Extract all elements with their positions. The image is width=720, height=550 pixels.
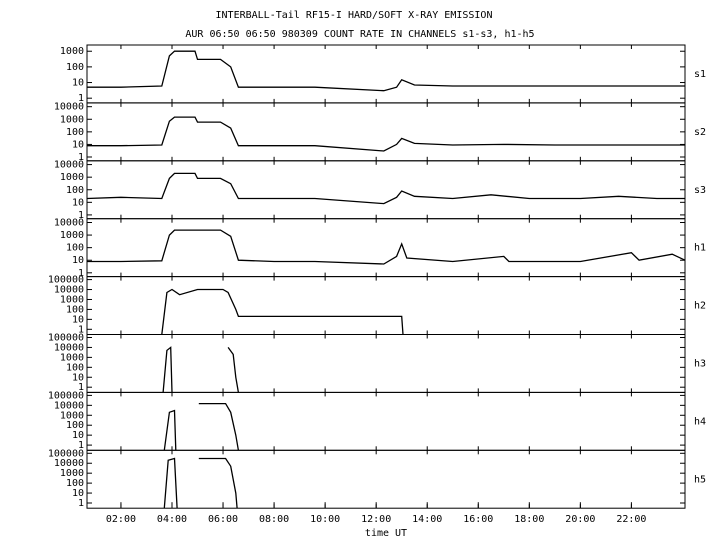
y-tick-label: 10 bbox=[72, 197, 84, 208]
y-tick-label: 100 bbox=[66, 362, 84, 373]
x-tick-label: 06:00 bbox=[208, 514, 238, 525]
series-line bbox=[161, 288, 404, 335]
plot-frame bbox=[86, 44, 686, 104]
y-tick-label: 1000 bbox=[60, 294, 84, 305]
y-tick-label: 100 bbox=[66, 127, 84, 138]
y-tick-label: 10 bbox=[72, 139, 84, 150]
y-tick-label: 10 bbox=[72, 372, 84, 383]
y-tick-label: 1000 bbox=[60, 172, 84, 183]
legend-label: s1 bbox=[694, 69, 706, 80]
y-tick-label: 100 bbox=[66, 304, 84, 315]
legend-label: s3 bbox=[694, 185, 706, 196]
plot-frame bbox=[86, 449, 686, 509]
y-tick-label: 10000 bbox=[54, 217, 84, 228]
series-line bbox=[87, 116, 685, 152]
y-tick-label: 100000 bbox=[48, 275, 84, 286]
y-tick-label: 1000 bbox=[60, 230, 84, 241]
x-tick-label: 10:00 bbox=[310, 514, 340, 525]
y-tick-label: 1000 bbox=[60, 410, 84, 421]
y-tick-label: 1 bbox=[78, 440, 84, 451]
chart-subtitle: AUR 06:50 06:50 980309 COUNT RATE IN CHA… bbox=[185, 29, 534, 40]
legend-label: h4 bbox=[694, 416, 706, 427]
legend-label: h5 bbox=[694, 474, 706, 485]
x-tick-label: 14:00 bbox=[412, 514, 442, 525]
y-tick-label: 10 bbox=[72, 255, 84, 266]
plot-frame bbox=[86, 102, 686, 162]
x-axis-label: time UT bbox=[365, 528, 407, 539]
y-tick-label: 1000 bbox=[60, 352, 84, 363]
plot-frame bbox=[86, 160, 686, 220]
x-tick-label: 08:00 bbox=[259, 514, 289, 525]
y-tick-label: 1000 bbox=[60, 114, 84, 125]
y-tick-label: 10 bbox=[72, 488, 84, 499]
legend-label: h1 bbox=[694, 243, 706, 254]
y-tick-label: 1000 bbox=[60, 46, 84, 57]
y-tick-label: 1 bbox=[78, 324, 84, 335]
y-tick-label: 1 bbox=[78, 498, 84, 509]
y-tick-label: 1 bbox=[78, 93, 84, 104]
y-tick-label: 100000 bbox=[48, 332, 84, 343]
plot-frame bbox=[86, 218, 686, 278]
y-tick-label: 100 bbox=[66, 420, 84, 431]
series-line bbox=[163, 402, 240, 451]
x-tick-label: 18:00 bbox=[514, 514, 544, 525]
y-tick-label: 100 bbox=[66, 478, 84, 489]
plot-frame bbox=[86, 334, 686, 393]
y-tick-label: 1 bbox=[78, 268, 84, 279]
y-tick-label: 10000 bbox=[54, 342, 84, 353]
y-tick-label: 100000 bbox=[48, 390, 84, 401]
y-tick-label: 100 bbox=[66, 243, 84, 254]
y-tick-label: 100 bbox=[66, 185, 84, 196]
series-line bbox=[162, 346, 240, 393]
y-tick-label: 10 bbox=[72, 430, 84, 441]
y-tick-label: 10 bbox=[72, 314, 84, 325]
y-tick-label: 1 bbox=[78, 152, 84, 163]
series-line bbox=[87, 229, 686, 265]
legend-label: h2 bbox=[694, 301, 706, 312]
legend-label: s2 bbox=[694, 127, 706, 138]
x-tick-label: 04:00 bbox=[157, 514, 187, 525]
y-tick-label: 10000 bbox=[54, 400, 84, 411]
x-tick-label: 02:00 bbox=[106, 514, 136, 525]
legend-label: h3 bbox=[694, 358, 706, 369]
series-line bbox=[87, 50, 685, 92]
y-tick-label: 10 bbox=[72, 78, 84, 89]
series-line bbox=[163, 457, 238, 509]
y-tick-label: 1 bbox=[78, 210, 84, 221]
y-tick-label: 100 bbox=[66, 62, 84, 73]
y-tick-label: 10000 bbox=[54, 458, 84, 469]
plot-frame bbox=[86, 391, 686, 451]
x-tick-label: 16:00 bbox=[463, 514, 493, 525]
series-line bbox=[86, 172, 685, 205]
y-tick-label: 10000 bbox=[54, 285, 84, 296]
y-tick-label: 1000 bbox=[60, 468, 84, 479]
x-tick-label: 22:00 bbox=[616, 514, 646, 525]
plot-frame bbox=[86, 276, 686, 336]
x-tick-label: 20:00 bbox=[565, 514, 595, 525]
x-tick-label: 12:00 bbox=[361, 514, 391, 525]
y-tick-label: 10000 bbox=[54, 102, 84, 113]
chart-title: INTERBALL-Tail RF15-I HARD/SOFT X-RAY EM… bbox=[216, 10, 493, 21]
y-tick-label: 10000 bbox=[54, 160, 84, 171]
y-tick-label: 100000 bbox=[48, 448, 84, 459]
y-tick-label: 1 bbox=[78, 382, 84, 393]
